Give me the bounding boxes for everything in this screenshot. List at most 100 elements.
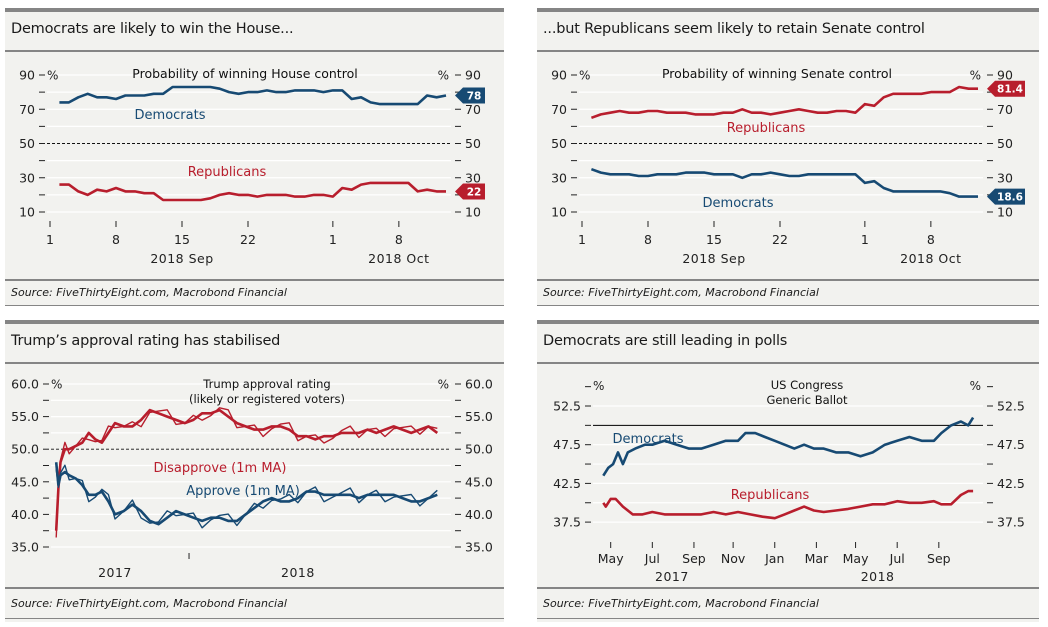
end-value-label: 78 <box>467 91 482 103</box>
y-tick-label-right: 30 <box>997 170 1013 185</box>
top-rule <box>537 320 1039 324</box>
y-tick-label-left: 70 <box>551 102 567 117</box>
senate-control-panel: ...but Republicans seem likely to retain… <box>537 8 1039 306</box>
chart-title: Probability of winning House control <box>132 66 357 81</box>
y-tick-label-right: 55.0 <box>465 409 493 424</box>
y-tick-label-right: 70 <box>997 102 1013 117</box>
title-rule <box>5 362 504 364</box>
x-group-label: 2018 Oct <box>368 251 429 266</box>
x-group-label: 2018 <box>281 565 315 580</box>
y-tick-label-right: 60.0 <box>465 377 493 392</box>
x-tick-label: 8 <box>644 232 652 247</box>
y-tick-label-left: 50 <box>551 136 567 151</box>
top-rule <box>537 8 1039 12</box>
y-tick-label-left: 90 <box>551 68 567 83</box>
title-rule <box>537 50 1039 52</box>
approval-rating-panel: Trump’s approval rating has stabilised 3… <box>5 320 504 622</box>
bottom-rule <box>537 618 1039 619</box>
source-note: Source: FiveThirtyEight.com, Macrobond F… <box>543 286 819 299</box>
x-tick-label: May <box>843 551 869 566</box>
x-group-label: 2018 Sep <box>150 251 213 266</box>
y-tick-label-left: 90 <box>19 68 35 83</box>
series-line-democrats <box>590 167 978 198</box>
x-tick-label: Jul <box>644 551 660 566</box>
end-value-badge <box>987 80 1025 97</box>
x-tick-label: 22 <box>772 232 788 247</box>
house-control-panel: Democrats are likely to win the House...… <box>5 8 504 306</box>
x-tick-label: 8 <box>395 232 403 247</box>
y-unit-label-left: % <box>51 378 62 392</box>
end-value-badge <box>987 188 1025 205</box>
source-note: Source: FiveThirtyEight.com, Macrobond F… <box>543 597 819 610</box>
bottom-rule <box>537 305 1039 306</box>
bottom-rule <box>5 618 504 619</box>
x-tick-label: 8 <box>112 232 120 247</box>
y-tick-label-left: 52.5 <box>553 399 581 414</box>
chart-title: Trump approval rating <box>202 377 330 391</box>
y-unit-label-left: % <box>47 69 58 83</box>
x-tick-label: Jul <box>889 551 905 566</box>
y-tick-label-right: 50.0 <box>465 442 493 457</box>
chart-title: Generic Ballot <box>766 393 848 407</box>
panel-title: Democrats are still leading in polls <box>543 333 788 349</box>
y-tick-label-right: 90 <box>465 68 481 83</box>
y-tick-label-right: 52.5 <box>997 399 1025 414</box>
series-line-republicans <box>59 181 446 202</box>
y-tick-label-right: 90 <box>997 68 1013 83</box>
panel-title: Trump’s approval rating has stabilised <box>11 333 281 349</box>
y-tick-label-left: 30 <box>19 170 35 185</box>
chart-title: US Congress <box>771 378 844 392</box>
end-value-label: 18.6 <box>997 192 1023 204</box>
chart-title: (likely or registered voters) <box>189 392 345 406</box>
title-rule <box>5 50 504 52</box>
y-tick-label-left: 37.5 <box>553 515 581 530</box>
y-unit-label-left: % <box>593 379 604 393</box>
x-tick-label: 15 <box>706 232 722 247</box>
x-tick-label: 15 <box>174 232 190 247</box>
x-tick-label: Mar <box>805 551 829 566</box>
y-tick-label-right: 30 <box>465 170 481 185</box>
series-label: Democrats <box>135 108 206 123</box>
top-rule <box>5 8 504 12</box>
y-tick-label-right: 47.5 <box>997 437 1025 452</box>
x-tick-label: 8 <box>927 232 935 247</box>
end-value-badge <box>455 183 485 200</box>
y-tick-label-right: 10 <box>997 205 1013 220</box>
y-tick-label-left: 42.5 <box>553 476 581 491</box>
x-tick-label: Sep <box>927 551 951 566</box>
x-tick-label: 1 <box>46 232 54 247</box>
source-rule <box>537 587 1039 589</box>
x-group-label: 2018 <box>861 569 895 584</box>
series-line-democrats <box>59 85 447 106</box>
y-tick-label-left: 10 <box>19 205 35 220</box>
series-raw-line <box>55 407 438 538</box>
series-line-democrats <box>602 416 975 477</box>
series-line-republicans <box>602 489 974 520</box>
x-tick-label: Sep <box>682 551 706 566</box>
y-tick-label-right: 42.5 <box>997 476 1025 491</box>
y-tick-label-right: 50 <box>997 136 1013 151</box>
x-tick-label: Jan <box>764 551 784 566</box>
end-value-label: 81.4 <box>997 84 1023 96</box>
series-label: Democrats <box>703 196 774 211</box>
source-rule <box>5 587 504 589</box>
house-control-chart: 10 10 30 30 50 50 70 70 90 90% % Probability of win… <box>19 66 485 266</box>
series-label: Disapprove (1m MA) <box>153 461 286 476</box>
series-label: Republicans <box>731 488 810 503</box>
y-tick-label-left: 35.0 <box>11 540 39 555</box>
y-tick-label-left: 55.0 <box>11 409 39 424</box>
x-tick-label: 1 <box>329 232 337 247</box>
y-tick-label-left: 50 <box>19 136 35 151</box>
cropped-page-heading <box>8 0 128 15</box>
y-tick-label-right: 35.0 <box>465 540 493 555</box>
source-note: Source: FiveThirtyEight.com, Macrobond F… <box>11 597 287 610</box>
chart-title: Probability of winning Senate control <box>662 66 892 81</box>
source-rule <box>537 279 1039 281</box>
title-rule <box>537 362 1039 364</box>
y-tick-label-left: 30 <box>551 170 567 185</box>
end-value-label: 22 <box>467 186 482 198</box>
bottom-rule <box>5 305 504 306</box>
source-note: Source: FiveThirtyEight.com, Macrobond F… <box>11 286 287 299</box>
y-tick-label-right: 37.5 <box>997 515 1025 530</box>
x-group-label: 2018 Sep <box>682 251 745 266</box>
